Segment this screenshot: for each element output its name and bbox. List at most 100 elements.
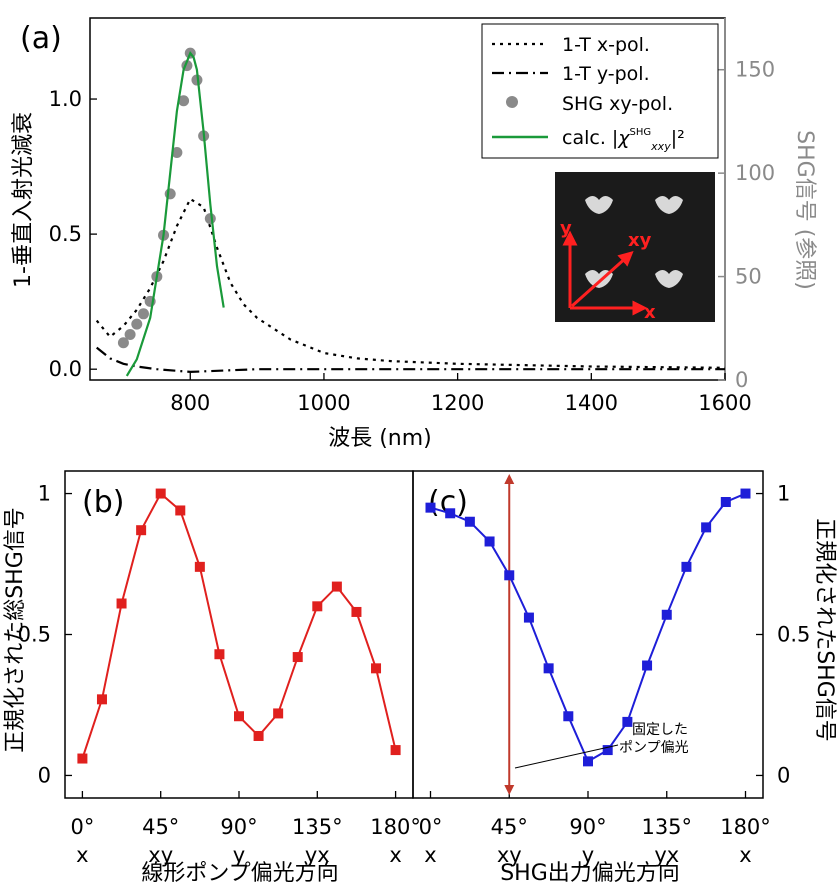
inset-label-y: y	[560, 218, 572, 239]
panel-a-x-tick-label: 1400	[565, 391, 618, 415]
x-tick-axis-name: x	[424, 843, 436, 867]
y-tick-label: 0.5	[777, 623, 810, 647]
panel-b: (b) 0° x 45° xy 90° y 135° yx 180° x 0 0.5 1 線形ポンプ偏光…	[3, 470, 421, 886]
panel-c-series	[425, 488, 751, 767]
panel-a-y-ticks: 0.0 0.5 1.0	[49, 87, 97, 381]
panel-a-legend: 1-T x-pol. 1-T y-pol. SHG xy-pol. calc. …	[481, 23, 719, 159]
x-tick-axis-name: y	[233, 843, 245, 867]
x-tick-axis-name: yx	[654, 843, 679, 867]
data-point	[622, 716, 633, 727]
shg-data-point	[178, 95, 190, 107]
shg-data-point	[171, 146, 183, 158]
x-tick-angle: 180°	[720, 815, 771, 839]
data-point	[331, 581, 342, 592]
x-tick-axis-name: xy	[148, 843, 173, 867]
panel-a-y-tick-label: 0.5	[49, 222, 82, 246]
x-tick-angle: 135°	[292, 815, 343, 839]
panel-c-xlabel: SHG出力偏光方向	[500, 861, 680, 886]
data-point	[214, 649, 225, 660]
data-point	[234, 711, 244, 722]
panel-a-y2-ticks: 0 50 100 150	[718, 58, 775, 392]
data-point	[661, 609, 672, 620]
x-tick-axis-name: x	[739, 843, 751, 867]
panel-c-ticks: 0° x 45° xy 90° y 135° yx 180° x 0 0.5 1	[419, 482, 811, 867]
annotation-line-1: 固定した	[632, 722, 688, 738]
x-tick-axis-name: x	[389, 843, 401, 867]
data-point	[77, 753, 88, 764]
inset-label-x: x	[644, 302, 656, 323]
shg-data-point	[164, 188, 176, 200]
panel-a-ylabel: 1-垂直入射光減衰	[11, 112, 36, 288]
x-tick-axis-name: y	[582, 843, 594, 867]
panel-b-frame	[64, 470, 414, 799]
x-tick-axis-name: xy	[497, 843, 522, 867]
panel-b-ylabel: 正規化された総SHG信号	[3, 507, 28, 753]
data-point	[681, 561, 692, 572]
data-point	[116, 598, 127, 609]
panel-a-inset-image: y xy x	[555, 172, 715, 323]
panel-a-x-tick-label: 1200	[431, 391, 484, 415]
x-tick-angle: 90°	[220, 815, 257, 839]
shg-data-point	[117, 337, 129, 349]
data-point	[136, 525, 147, 536]
panel-c-ylabel: 正規化されたSHG信号	[812, 518, 837, 742]
data-point	[720, 497, 731, 508]
panel-b-letter: (b)	[82, 485, 124, 520]
data-point	[523, 612, 534, 623]
data-point	[425, 502, 436, 513]
data-point	[351, 606, 362, 617]
shg-data-point	[137, 308, 149, 320]
panel-a-series	[95, 47, 726, 377]
data-point	[155, 488, 166, 499]
data-point	[464, 516, 475, 527]
annotation-line-2: ポンプ偏光	[619, 740, 689, 756]
data-point	[371, 663, 382, 674]
x-tick-axis-name: yx	[305, 843, 330, 867]
data-point	[642, 660, 653, 671]
data-point	[96, 694, 107, 705]
inset-label-xy: xy	[628, 230, 652, 251]
panel-a-x-tick-label: 800	[170, 391, 210, 415]
inset-nanoparticle	[585, 196, 683, 288]
legend-box	[481, 23, 719, 159]
panel-a-y-tick-label: 0.0	[49, 357, 82, 381]
legend-label-y-pol: 1-T y-pol.	[562, 63, 650, 85]
y-tick-label: 1	[38, 482, 51, 506]
panel-b-ticks: 0° x 45° xy 90° y 135° yx 180° x 0 0.5 1	[18, 482, 421, 867]
data-point	[583, 756, 593, 767]
x-tick-angle: 135°	[641, 815, 692, 839]
panel-a-x-tick-label: 1000	[297, 391, 350, 415]
data-point	[504, 570, 515, 581]
data-point	[194, 561, 205, 572]
shg-data-point	[131, 318, 143, 330]
panel-a-y2-tick-label: 0	[735, 368, 748, 392]
legend-label-x-pol: 1-T x-pol.	[562, 34, 650, 56]
legend-swatch-shg	[506, 96, 518, 108]
annotation-pointer	[514, 744, 619, 769]
panel-a-y2-tick-label: 100	[735, 161, 775, 185]
x-tick-axis-name: x	[76, 843, 88, 867]
panel-a-xlabel: 波長 (nm)	[328, 426, 432, 451]
data-point	[701, 522, 712, 533]
calc-curve	[125, 51, 225, 377]
y-tick-label: 0	[38, 763, 51, 787]
panel-a-y2-tick-label: 50	[735, 265, 762, 289]
x-tick-angle: 0°	[70, 815, 94, 839]
panel-b-xlabel: 線形ポンプ偏光方向	[141, 861, 338, 886]
data-point	[273, 708, 284, 719]
data-point	[563, 711, 574, 722]
panel-a-letter: (a)	[20, 21, 62, 56]
x-tick-angle: 180°	[370, 815, 421, 839]
x-tick-angle: 45°	[142, 815, 179, 839]
data-point	[602, 745, 613, 756]
inset-xy-arrow	[571, 251, 634, 308]
panel-a-x-tick-label: 1600	[698, 391, 751, 415]
data-point	[445, 508, 456, 519]
panel-a-y-tick-label: 1.0	[49, 87, 82, 111]
x-tick-angle: 90°	[569, 815, 606, 839]
panel-a-y2-tick-label: 150	[735, 58, 775, 82]
panel-a: (a) 800 1000 1200 1400 1600 0.0 0.5 1.0 0 50 100…	[11, 17, 817, 451]
data-point	[484, 536, 495, 547]
series-line-y-pol	[96, 346, 725, 374]
